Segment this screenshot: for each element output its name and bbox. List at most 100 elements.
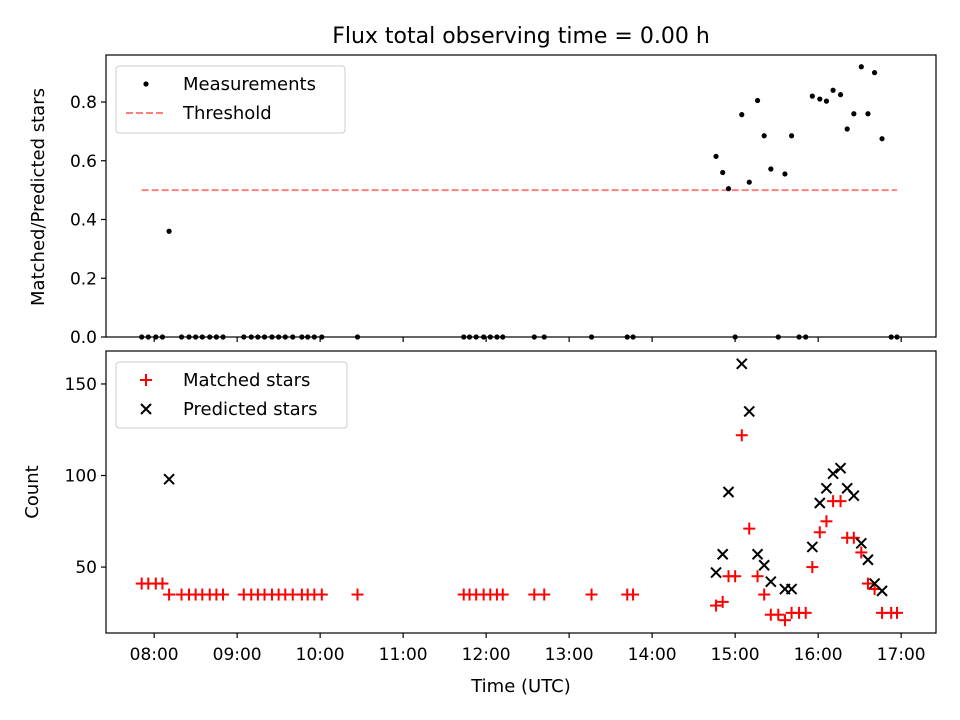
matched-stars-point — [351, 588, 364, 601]
measurement-point — [166, 228, 172, 234]
measurement-point — [817, 96, 823, 102]
predicted-x-b — [751, 548, 764, 560]
predicted-x-b — [820, 482, 833, 495]
measurement-point — [746, 179, 752, 185]
predicted-x-b — [765, 576, 777, 588]
legend-measurements-label: Measurements — [183, 74, 316, 95]
measurement-point — [871, 70, 878, 76]
predicted-x-b — [758, 559, 770, 571]
bottom-panel: Count Time (UTC) 50 100 150 08:00 09:00 10:00… — [22, 350, 937, 697]
bottom-axis-ticks: 50 100 150 08:00 09:00 10:00 11:00 12:00 13:00 14… — [65, 375, 926, 665]
predicted-stars-point — [855, 537, 868, 549]
measurement-point — [720, 169, 726, 176]
legend-measurements-marker — [143, 81, 149, 87]
predicted-stars-point — [765, 576, 777, 588]
measurement-point — [837, 92, 844, 98]
measurement-point — [809, 93, 815, 99]
predicted-x-b — [722, 486, 735, 498]
measurement-point — [851, 111, 857, 117]
measurement-point — [768, 166, 774, 172]
predicted-stars-point — [862, 554, 874, 566]
top-legend-box — [115, 65, 346, 134]
predicted-stars-point — [848, 489, 860, 502]
matched-stars-point — [315, 588, 328, 601]
predicted-x-b — [855, 537, 868, 549]
predicted-stars-point — [834, 462, 847, 474]
x-tick-label: 16:00 — [794, 645, 843, 665]
top-y-tick-label: 0.2 — [70, 269, 97, 289]
x-tick-label: 09:00 — [213, 645, 262, 665]
measurement-point — [823, 98, 830, 104]
matched-stars-point — [758, 588, 771, 601]
predicted-x-b — [710, 566, 722, 579]
matched-stars-point — [861, 577, 874, 590]
bottom-y-tick-label: 100 — [65, 467, 97, 487]
matched-stars-point — [496, 588, 509, 601]
predicted-x-b — [806, 541, 819, 553]
predicted-stars-point — [785, 583, 798, 595]
predicted-x-b — [876, 585, 888, 597]
predicted-x-b — [834, 462, 847, 474]
top-axis-ticks: 0.0 0.2 0.4 0.6 0.8 — [70, 93, 902, 348]
x-tick-label: 11:00 — [379, 645, 428, 665]
measurement-point — [844, 126, 850, 132]
predicted-x-b — [736, 358, 748, 370]
legend-predicted-label: Predicted stars — [183, 399, 317, 420]
measurement-point — [865, 111, 871, 117]
measurement-point — [754, 97, 761, 104]
predicted-x-b — [716, 548, 729, 560]
predicted-stars-point — [743, 405, 755, 418]
x-tick-label: 17:00 — [877, 645, 926, 665]
predicted-x-b — [814, 497, 826, 509]
bottom-legend: Matched stars Predicted stars — [115, 361, 348, 429]
matched-stars-point — [585, 588, 598, 601]
top-y-tick-label: 0.8 — [70, 93, 97, 113]
matched-stars-point — [743, 522, 756, 535]
bottom-axes-frame — [105, 350, 937, 634]
legend-threshold-label: Threshold — [182, 103, 272, 124]
top-legend: Measurements Threshold — [115, 65, 346, 134]
matched-stars-point — [890, 606, 903, 619]
predicted-x-b — [868, 577, 881, 590]
predicted-x-b — [841, 482, 853, 495]
predicted-x-b — [785, 583, 798, 595]
predicted-stars-point — [820, 482, 833, 495]
measurement-point — [761, 133, 767, 139]
predicted-stars-point — [736, 358, 748, 370]
matched-stars-point — [735, 429, 748, 442]
matched-stars-point — [538, 588, 551, 601]
bottom-plot-marks — [135, 358, 903, 627]
predicted-stars-point — [751, 548, 764, 560]
matched-stars-point — [820, 515, 833, 528]
x-tick-label: 10:00 — [296, 645, 345, 665]
matched-stars-point — [710, 599, 723, 612]
bottom-y-axis-label: Count — [22, 465, 43, 518]
measurement-point — [830, 87, 836, 93]
matched-stars-point — [627, 588, 640, 601]
measurement-point — [879, 136, 885, 142]
matched-stars-point — [847, 531, 860, 544]
matched-stars-point — [156, 577, 169, 590]
top-y-axis-label: Matched/Predicted stars — [28, 88, 49, 306]
measurement-point — [782, 171, 788, 177]
top-y-tick-label: 0.4 — [70, 211, 97, 231]
predicted-x-b — [163, 473, 175, 485]
matched-stars-point — [778, 614, 791, 627]
predicted-stars-point — [710, 566, 722, 579]
matched-stars-point — [751, 570, 764, 583]
top-y-tick-label: 0.6 — [70, 152, 97, 172]
x-tick-label: 08:00 — [130, 645, 179, 665]
matched-stars-point — [729, 570, 742, 583]
matched-stars-point — [868, 583, 881, 596]
bottom-y-tick-label: 50 — [75, 558, 97, 578]
predicted-stars-point — [163, 473, 175, 485]
predicted-x-b — [827, 467, 839, 480]
x-tick-label: 15:00 — [711, 645, 760, 665]
predicted-stars-point — [806, 541, 819, 553]
matched-stars-point — [834, 495, 847, 508]
predicted-stars-point — [827, 467, 839, 480]
matched-stars-point — [855, 546, 868, 559]
matched-stars-point — [799, 606, 812, 619]
predicted-stars-point — [876, 585, 888, 597]
